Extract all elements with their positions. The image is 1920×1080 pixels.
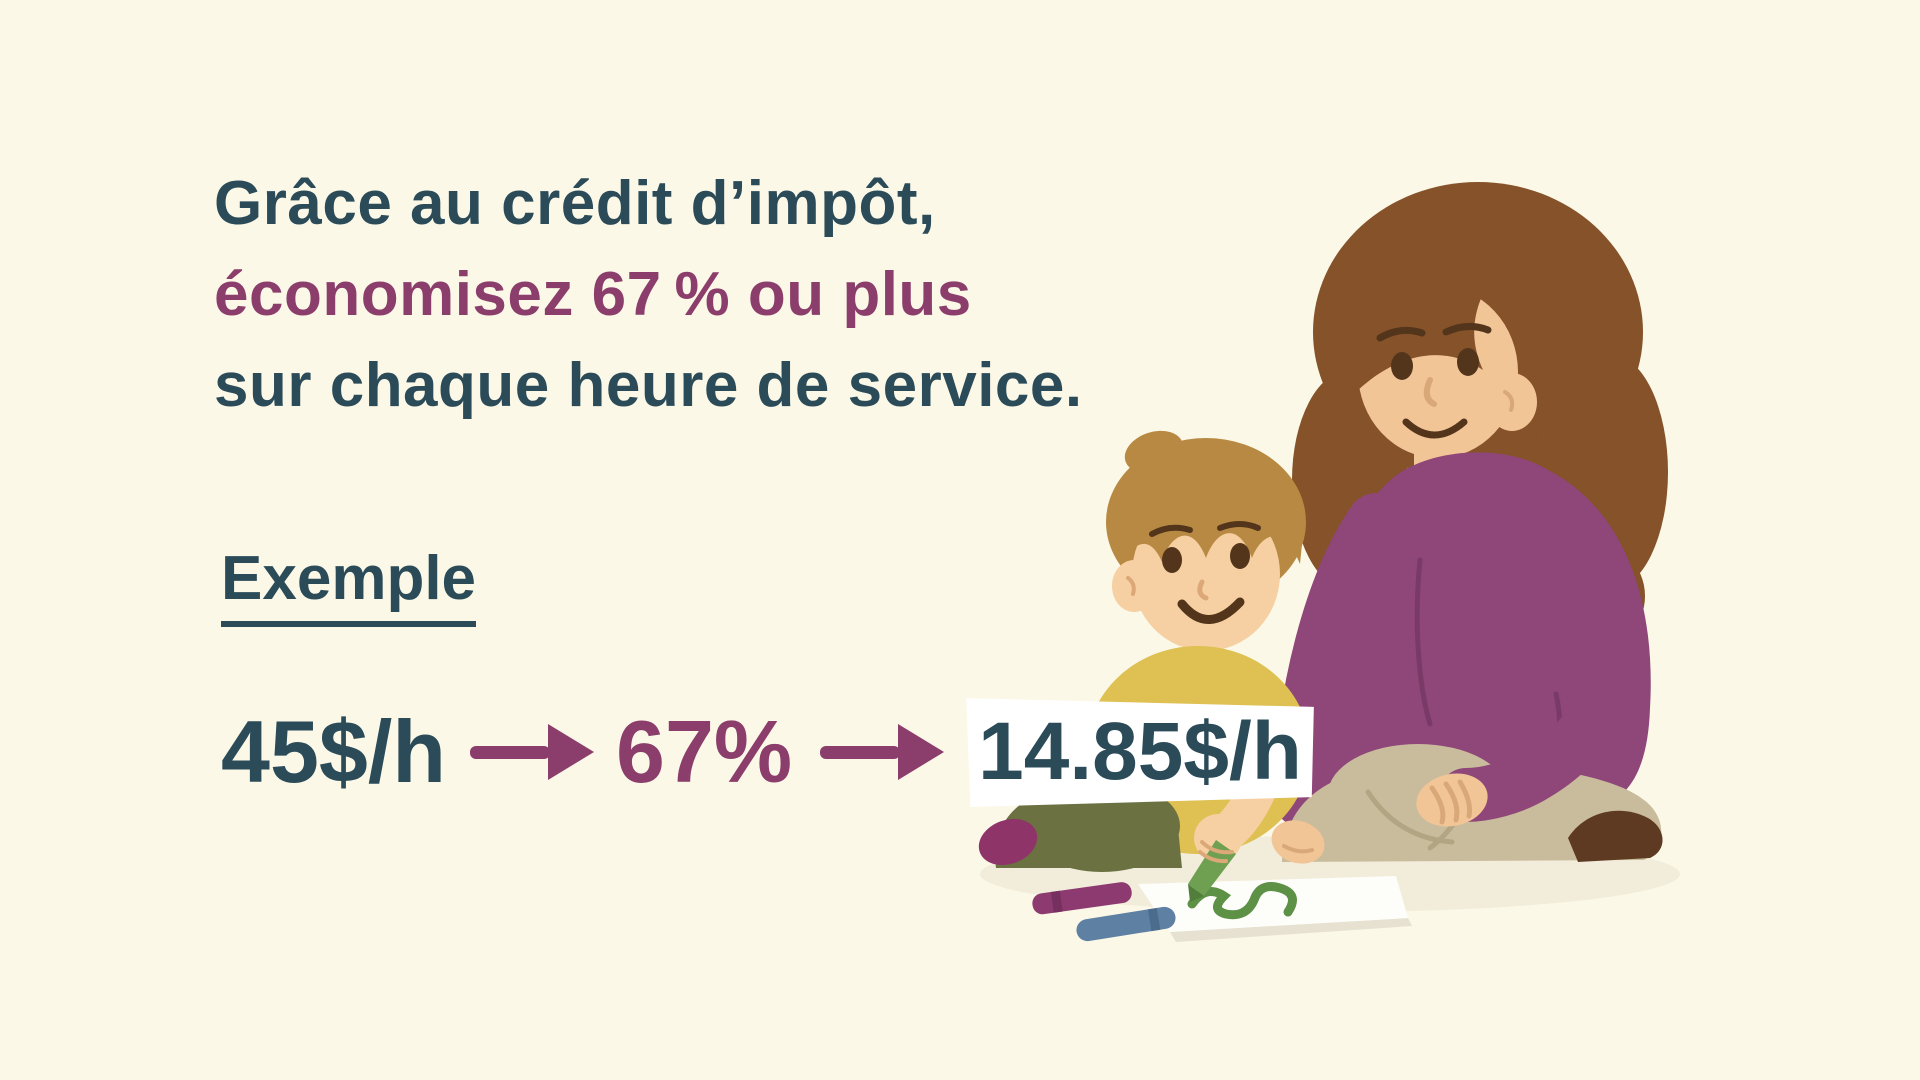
woman-reaching-hand	[1271, 820, 1325, 864]
crayons-on-floor	[1032, 882, 1176, 942]
boy-hand-fingers	[1198, 840, 1234, 864]
woman-hair-side	[1518, 268, 1593, 518]
paper-shadow	[1170, 918, 1412, 942]
start-rate: 45$/h	[221, 702, 447, 801]
woman-reaching-fingers	[1282, 844, 1314, 854]
boy-shoe	[978, 818, 1038, 866]
green-crayon-tip	[1188, 884, 1204, 902]
headline-line-3: sur chaque heure de service.	[214, 351, 1083, 420]
example-heading: Exemple	[221, 543, 477, 627]
green-scribble	[1187, 882, 1297, 920]
discount-percent: 67%	[616, 702, 793, 801]
rate-flow: 45$/h 67% 14.85$/h	[221, 692, 1314, 812]
woman-illustration	[1271, 182, 1668, 864]
headline-line-2: économisez 67 % ou plus	[214, 260, 972, 329]
drawing-paper	[1138, 876, 1412, 942]
arrow-right-icon	[820, 724, 945, 780]
arrow-right-icon	[470, 724, 595, 780]
boy-hand-with-crayon	[1188, 814, 1242, 902]
purple-crayon	[1032, 882, 1132, 915]
woman-hand-fingers	[1429, 779, 1473, 825]
woman-face-features	[1376, 323, 1492, 439]
result-rate: 14.85$/h	[978, 706, 1302, 797]
boy-face-features	[1149, 521, 1261, 624]
boy-ear-line	[1126, 576, 1136, 596]
blue-crayon	[1076, 906, 1176, 942]
boy-hair-tuft	[1124, 430, 1184, 474]
woman-hair-fringe	[1355, 239, 1582, 392]
headline-line-1: Grâce au crédit d’impôt,	[214, 169, 936, 238]
boy-hair-fringe	[1124, 449, 1302, 564]
woman-ear-line	[1503, 390, 1515, 412]
result-rate-box: 14.85$/h	[966, 698, 1314, 807]
headline: Grâce au crédit d’impôt, économisez 67 %…	[214, 158, 1083, 431]
woman-shoe	[1568, 810, 1663, 862]
woman-right-arm	[1439, 533, 1640, 822]
